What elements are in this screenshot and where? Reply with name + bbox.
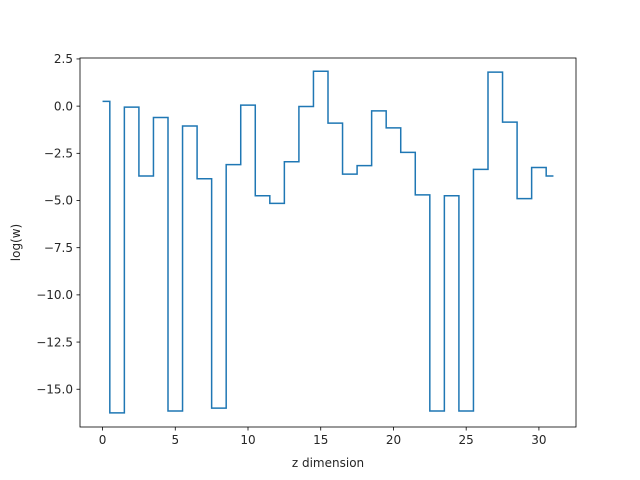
- x-axis-ticks: 0 5 10 15 20 25 30: [99, 427, 547, 447]
- plot-layer: [102, 70, 554, 414]
- y-axis-ticks: 2.5 0.0 −2.5 −5.0 −7.5 −10.0 −12.5 −15.0: [36, 52, 80, 396]
- axes-frame: [79, 57, 577, 428]
- y-tick-label: 0.0: [54, 99, 73, 113]
- x-tick-label: 10: [240, 433, 255, 447]
- y-tick-label: −5.0: [44, 194, 73, 208]
- y-tick-label: 2.5: [54, 52, 73, 66]
- x-tick-label: 25: [459, 433, 474, 447]
- y-axis-label: log(w): [9, 224, 23, 261]
- y-tick-label: −2.5: [44, 147, 73, 161]
- x-tick-label: 20: [386, 433, 401, 447]
- x-tick-label: 30: [531, 433, 546, 447]
- x-tick-label: 0: [99, 433, 107, 447]
- y-tick-label: −15.0: [36, 382, 73, 396]
- x-tick-label: 15: [313, 433, 328, 447]
- x-tick-label: 5: [171, 433, 179, 447]
- y-tick-label: −10.0: [36, 288, 73, 302]
- x-axis-label: z dimension: [292, 456, 364, 470]
- y-tick-label: −7.5: [44, 241, 73, 255]
- series-line: [102, 70, 554, 414]
- y-tick-label: −12.5: [36, 335, 73, 349]
